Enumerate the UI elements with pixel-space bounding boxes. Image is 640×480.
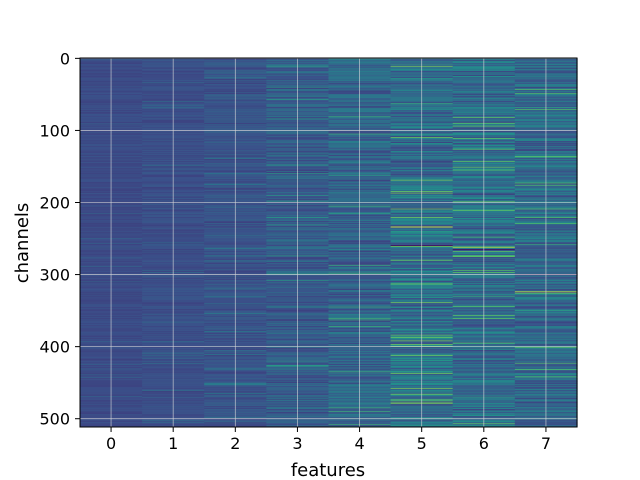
y-tick-label: 200	[39, 194, 70, 213]
y-tick-label: 300	[39, 266, 70, 285]
x-tick-label: 3	[292, 434, 302, 453]
x-tick-label: 0	[106, 434, 116, 453]
y-axis-ticks: 0 100 200 300 400 500	[39, 49, 80, 429]
y-tick-label: 500	[39, 410, 70, 429]
x-axis-ticks: 0 1 2 3 4 5 6 7	[106, 427, 551, 453]
grid-lines	[80, 57, 577, 427]
y-axis-label: channels	[12, 203, 33, 284]
x-tick-label: 1	[168, 434, 178, 453]
x-tick-label: 2	[230, 434, 240, 453]
x-axis-label: features	[291, 460, 365, 480]
plot-frame	[79, 57, 578, 428]
y-tick-label: 400	[39, 338, 70, 357]
x-tick-label: 4	[354, 434, 364, 453]
y-tick-label: 0	[60, 49, 70, 68]
y-tick-label: 100	[39, 121, 70, 140]
x-tick-label: 5	[417, 434, 427, 453]
x-tick-label: 6	[479, 434, 489, 453]
x-tick-label: 7	[541, 434, 551, 453]
heatmap-cells	[80, 58, 578, 428]
